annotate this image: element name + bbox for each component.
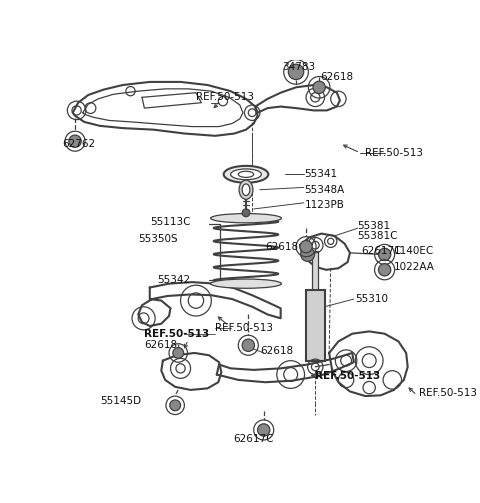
Circle shape <box>378 264 391 276</box>
Text: 62618: 62618 <box>260 347 293 357</box>
Ellipse shape <box>239 180 253 199</box>
Text: 1140EC: 1140EC <box>394 246 434 257</box>
Circle shape <box>288 64 304 79</box>
Text: 55381C: 55381C <box>358 231 398 241</box>
Circle shape <box>173 348 184 358</box>
Text: REF.50-513: REF.50-513 <box>196 93 254 102</box>
Text: 55113C: 55113C <box>150 217 191 227</box>
Circle shape <box>242 209 250 217</box>
Text: 62617C: 62617C <box>361 246 402 257</box>
Text: 55310: 55310 <box>355 294 388 304</box>
Text: 62618: 62618 <box>144 340 178 350</box>
Circle shape <box>69 135 81 147</box>
Text: REF.50-513: REF.50-513 <box>144 328 210 339</box>
Text: 62762: 62762 <box>63 138 96 148</box>
Circle shape <box>313 81 325 94</box>
Bar <box>306 290 324 361</box>
Circle shape <box>242 339 254 352</box>
Bar <box>312 252 318 290</box>
Circle shape <box>378 248 391 261</box>
Ellipse shape <box>230 169 262 180</box>
Text: 62618: 62618 <box>265 242 299 252</box>
Text: 55145D: 55145D <box>100 396 141 406</box>
Text: 55342: 55342 <box>157 275 191 285</box>
Ellipse shape <box>224 166 268 183</box>
Text: 1022AA: 1022AA <box>394 262 435 272</box>
Text: REF.50-513: REF.50-513 <box>315 371 381 381</box>
Text: REF.50-513: REF.50-513 <box>215 323 273 333</box>
Circle shape <box>170 400 180 411</box>
Circle shape <box>300 247 314 262</box>
Circle shape <box>300 240 312 253</box>
Ellipse shape <box>211 214 281 223</box>
Text: 62618: 62618 <box>321 72 354 82</box>
Text: 55348A: 55348A <box>304 185 345 195</box>
Text: REF.50-513: REF.50-513 <box>365 148 423 158</box>
Text: 62617C: 62617C <box>233 434 274 444</box>
Text: 55381: 55381 <box>358 221 391 231</box>
Text: 55350S: 55350S <box>138 234 178 244</box>
Ellipse shape <box>242 184 250 196</box>
Ellipse shape <box>211 279 281 288</box>
Text: 34783: 34783 <box>283 62 316 72</box>
Text: 1123PB: 1123PB <box>304 200 344 210</box>
Circle shape <box>258 424 270 436</box>
Text: REF.50-513: REF.50-513 <box>419 388 477 398</box>
Text: 55341: 55341 <box>304 170 337 180</box>
